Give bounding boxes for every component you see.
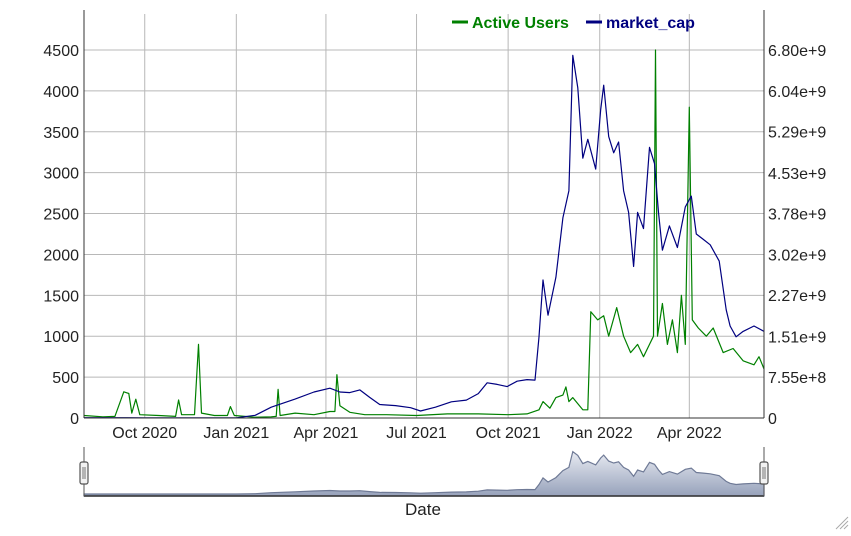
left-y-tick-label: 3000 <box>43 166 79 183</box>
slider-minimap-area <box>83 450 765 497</box>
legend-item[interactable]: market_cap <box>606 15 695 32</box>
resize-grip-icon <box>839 520 849 530</box>
legend[interactable]: Active Users market_cap <box>452 15 695 32</box>
left-y-tick-label: 2500 <box>43 207 79 224</box>
x-axis-label: Date <box>405 500 441 519</box>
left-y-tick-label: 500 <box>52 370 79 387</box>
series-line-active-users[interactable] <box>83 49 765 418</box>
x-tick-label: Oct 2020 <box>112 425 177 442</box>
right-y-tick-label: 5.29e+9 <box>768 125 826 142</box>
slider-handle-right[interactable] <box>759 461 769 485</box>
left-y-tick-label: 2000 <box>43 247 79 264</box>
right-y-axis-ticks: 0 7.55e+8 1.51e+9 2.27e+9 3.02e+9 3.78e+9 4.53… <box>768 43 826 428</box>
right-y-tick-label: 7.55e+8 <box>768 370 826 387</box>
axes <box>83 10 765 419</box>
slider-handle-left[interactable] <box>79 461 89 485</box>
left-y-axis-ticks: 0 500 1000 1500 2000 2500 3000 3500 4000 4500 <box>43 43 79 428</box>
series-line-market-cap[interactable] <box>83 54 765 419</box>
right-y-tick-label: 4.53e+9 <box>768 166 826 183</box>
plot-area[interactable] <box>83 49 765 419</box>
left-y-tick-label: 1000 <box>43 329 79 346</box>
left-y-tick-label: 4500 <box>43 43 79 60</box>
x-tick-label: Apr 2021 <box>293 425 358 442</box>
right-y-tick-label: 6.04e+9 <box>768 84 826 101</box>
grid <box>84 14 764 419</box>
x-tick-label: Apr 2022 <box>657 425 722 442</box>
x-tick-label: Oct 2021 <box>476 425 541 442</box>
resize-grip-icon <box>843 524 849 530</box>
x-tick-label: Jan 2022 <box>567 425 633 442</box>
right-y-tick-label: 0 <box>768 411 777 428</box>
resize-grip-icon <box>835 516 849 530</box>
right-y-tick-label: 2.27e+9 <box>768 288 826 305</box>
left-y-tick-label: 0 <box>70 411 79 428</box>
left-y-tick-label: 3500 <box>43 125 79 142</box>
x-axis-ticks: Oct 2020 Jan 2021 Apr 2021 Jul 2021 Oct 2021… <box>112 425 722 442</box>
legend-item[interactable]: Active Users <box>472 15 569 32</box>
right-y-tick-label: 3.02e+9 <box>768 248 826 265</box>
x-tick-label: Jan 2021 <box>203 425 269 442</box>
right-y-tick-label: 6.80e+9 <box>768 43 826 60</box>
right-y-tick-label: 1.51e+9 <box>768 329 826 346</box>
right-y-tick-label: 3.78e+9 <box>768 206 826 223</box>
left-y-tick-label: 1500 <box>43 288 79 305</box>
range-slider[interactable] <box>79 447 849 530</box>
left-y-tick-label: 4000 <box>43 84 79 101</box>
x-tick-label: Jul 2021 <box>386 425 447 442</box>
